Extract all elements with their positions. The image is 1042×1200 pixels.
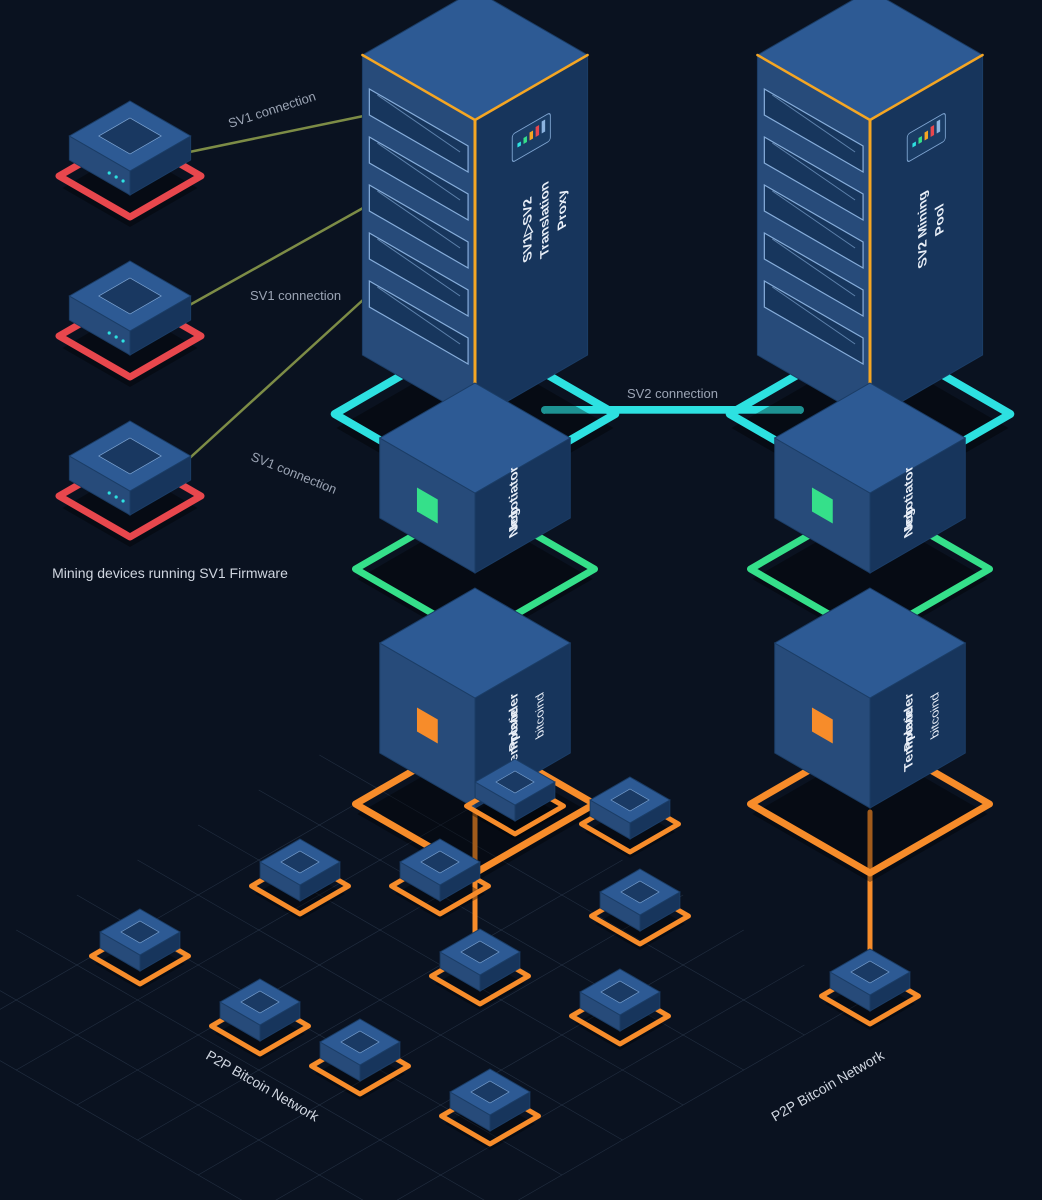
template-provider-right: TemplateProviderbitcoind: [750, 588, 989, 882]
template-provider-left: TemplateProviderbitcoind: [355, 588, 594, 882]
server-label: Proxy: [555, 186, 569, 233]
miners-group: [59, 101, 201, 547]
sv2-connection-label: SV2 connection: [627, 386, 718, 401]
miner-device: [59, 421, 201, 547]
svg-text:Provider: Provider: [901, 689, 915, 754]
svg-text:Negotiator: Negotiator: [901, 462, 915, 541]
server-label: SV1▷SV2: [520, 194, 534, 266]
server-label: SV2 Mining: [915, 188, 929, 271]
sv1-connection-label: SV1 connection: [226, 88, 317, 130]
network-node: [822, 949, 919, 1030]
svg-text:Provider: Provider: [506, 689, 520, 754]
miners-caption: Mining devices running SV1 Firmware: [52, 565, 288, 581]
network-node: [582, 777, 679, 858]
miner-device: [59, 101, 201, 227]
network-node: [432, 929, 529, 1010]
sv1-connection-label: SV1 connection: [250, 288, 341, 303]
server-label: Translation: [537, 179, 551, 262]
sv1-connection-label: SV1 connection: [249, 449, 339, 497]
network-node: [252, 839, 349, 920]
network-node: [442, 1069, 539, 1150]
sv1-connection-line: [170, 295, 368, 476]
network-node: [212, 979, 309, 1060]
network-node: [592, 869, 689, 950]
diagram-canvas: Mining devices running SV1 Firmware SV1▷…: [0, 0, 1042, 1200]
svg-text:bitcoind: bitcoind: [533, 690, 546, 742]
network-node: [92, 909, 189, 990]
p2p-label-left: P2P Bitcoin Network: [203, 1047, 322, 1125]
p2p-label-right: P2P Bitcoin Network: [768, 1046, 887, 1124]
sv1-connection-line: [170, 115, 368, 156]
svg-text:bitcoind: bitcoind: [928, 690, 941, 742]
miner-device: [59, 261, 201, 387]
network-node: [572, 969, 669, 1050]
svg-text:Negotiator: Negotiator: [506, 462, 520, 541]
